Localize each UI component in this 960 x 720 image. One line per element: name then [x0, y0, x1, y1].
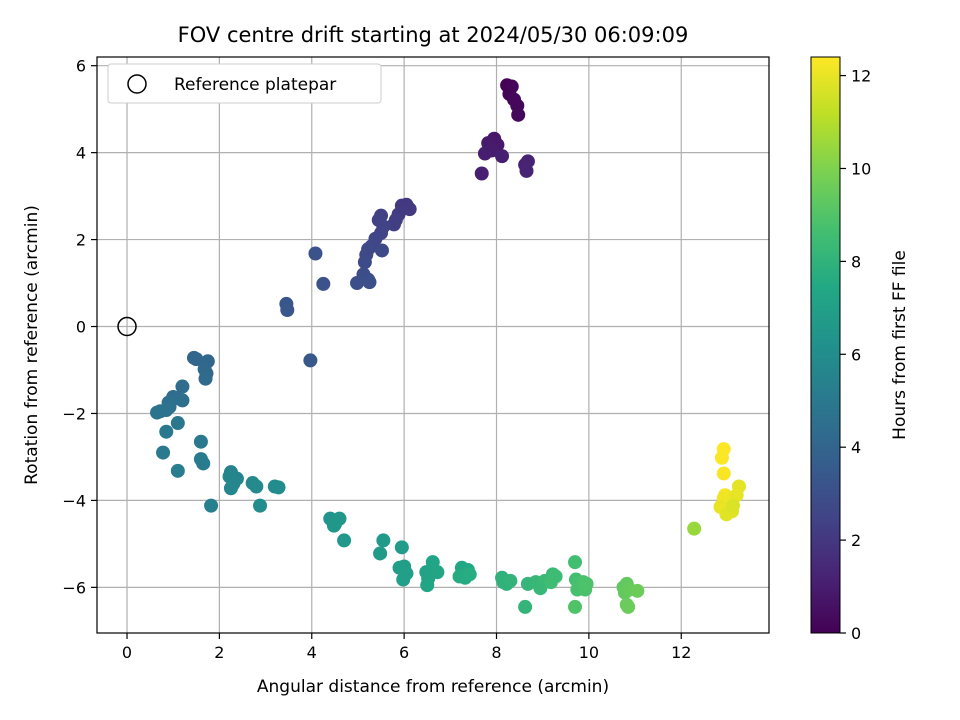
data-point: [193, 434, 208, 449]
data-point: [621, 599, 636, 614]
data-point: [544, 575, 559, 590]
colorbar-tick-label: 6: [851, 345, 861, 364]
x-tick-label: 0: [122, 643, 132, 662]
data-point: [350, 276, 365, 291]
scatter-points: [150, 78, 746, 614]
data-point: [402, 202, 417, 217]
data-point: [374, 243, 389, 258]
data-point: [373, 546, 388, 561]
x-tick-label: 10: [579, 643, 599, 662]
data-point: [394, 540, 409, 555]
legend-marker: [127, 74, 147, 94]
x-tick-label: 6: [399, 643, 409, 662]
data-point: [474, 166, 489, 181]
data-point: [175, 393, 190, 408]
data-point: [568, 555, 583, 570]
data-point: [159, 424, 174, 439]
y-tick-label: 4: [76, 144, 86, 163]
data-point: [630, 583, 645, 598]
y-tick-label: −6: [62, 578, 86, 597]
x-axis-label: Angular distance from reference (arcmin): [257, 677, 609, 697]
y-tick-label: −4: [62, 491, 86, 510]
colorbar-label: Hours from first FF file: [890, 250, 910, 440]
data-point: [579, 576, 594, 591]
data-point: [156, 445, 171, 460]
x-tick-label: 4: [307, 643, 317, 662]
colorbar-tick-label: 8: [851, 252, 861, 271]
legend-box: [107, 63, 382, 104]
data-point: [714, 450, 729, 465]
data-point: [386, 217, 401, 232]
colorbar-tick-label: 0: [851, 624, 861, 643]
y-tick-label: 6: [76, 57, 86, 76]
data-point: [357, 255, 372, 270]
colorbar-gradient: [810, 56, 841, 634]
chart-title: FOV centre drift starting at 2024/05/30 …: [178, 23, 689, 47]
data-point: [249, 479, 264, 494]
colorbar-tick-label: 10: [851, 159, 871, 178]
y-tick-label: 0: [76, 318, 86, 337]
grid: [97, 57, 769, 633]
x-tick-label: 2: [214, 643, 224, 662]
data-point: [153, 404, 168, 419]
data-point: [316, 276, 331, 291]
data-point: [376, 533, 391, 548]
data-point: [189, 352, 204, 367]
data-point: [495, 149, 510, 164]
data-point: [204, 498, 219, 513]
colorbar-tick-label: 2: [851, 531, 861, 550]
x-tick-label: 8: [491, 643, 501, 662]
data-point: [687, 521, 702, 536]
data-point: [337, 533, 352, 548]
data-point: [196, 456, 211, 471]
y-axis-label: Rotation from reference (arcmin): [22, 205, 42, 485]
data-point: [396, 572, 411, 587]
data-point: [362, 275, 377, 290]
data-point: [170, 463, 185, 478]
data-point: [308, 246, 323, 261]
y-ticks: −6 −4 −2 0 2 4 6: [62, 57, 97, 597]
data-point: [175, 379, 190, 394]
legend-entry-label: Reference platepar: [174, 75, 336, 95]
x-ticks: 0 2 4 6 8 10 12: [122, 633, 691, 662]
data-point: [420, 578, 435, 593]
data-point: [511, 107, 526, 122]
data-point: [170, 416, 185, 431]
data-point: [271, 480, 286, 495]
data-point: [303, 353, 318, 368]
x-tick-label: 12: [671, 643, 691, 662]
y-tick-label: 2: [76, 231, 86, 250]
data-point: [253, 498, 268, 513]
data-point: [568, 599, 583, 614]
data-point: [223, 481, 238, 496]
colorbar: 0 2 4 6 8 10 12 Hours from first FF file: [810, 56, 910, 643]
data-point: [725, 498, 740, 513]
data-point: [716, 466, 731, 481]
data-point: [518, 599, 533, 614]
data-point: [430, 565, 445, 580]
data-point: [477, 146, 492, 161]
plot-frame: [96, 56, 770, 634]
data-point: [198, 371, 213, 386]
data-point: [280, 303, 295, 318]
reference-point-marker: [117, 316, 137, 337]
y-tick-label: −2: [62, 404, 86, 423]
data-point: [462, 567, 477, 582]
colorbar-tick-label: 4: [851, 438, 861, 457]
data-point: [326, 518, 341, 533]
data-point: [503, 573, 518, 588]
colorbar-ticks: 0 2 4 6 8 10 12: [840, 67, 871, 643]
colorbar-tick-label: 12: [851, 67, 871, 86]
data-point: [519, 163, 534, 178]
legend: Reference platepar: [107, 63, 382, 104]
